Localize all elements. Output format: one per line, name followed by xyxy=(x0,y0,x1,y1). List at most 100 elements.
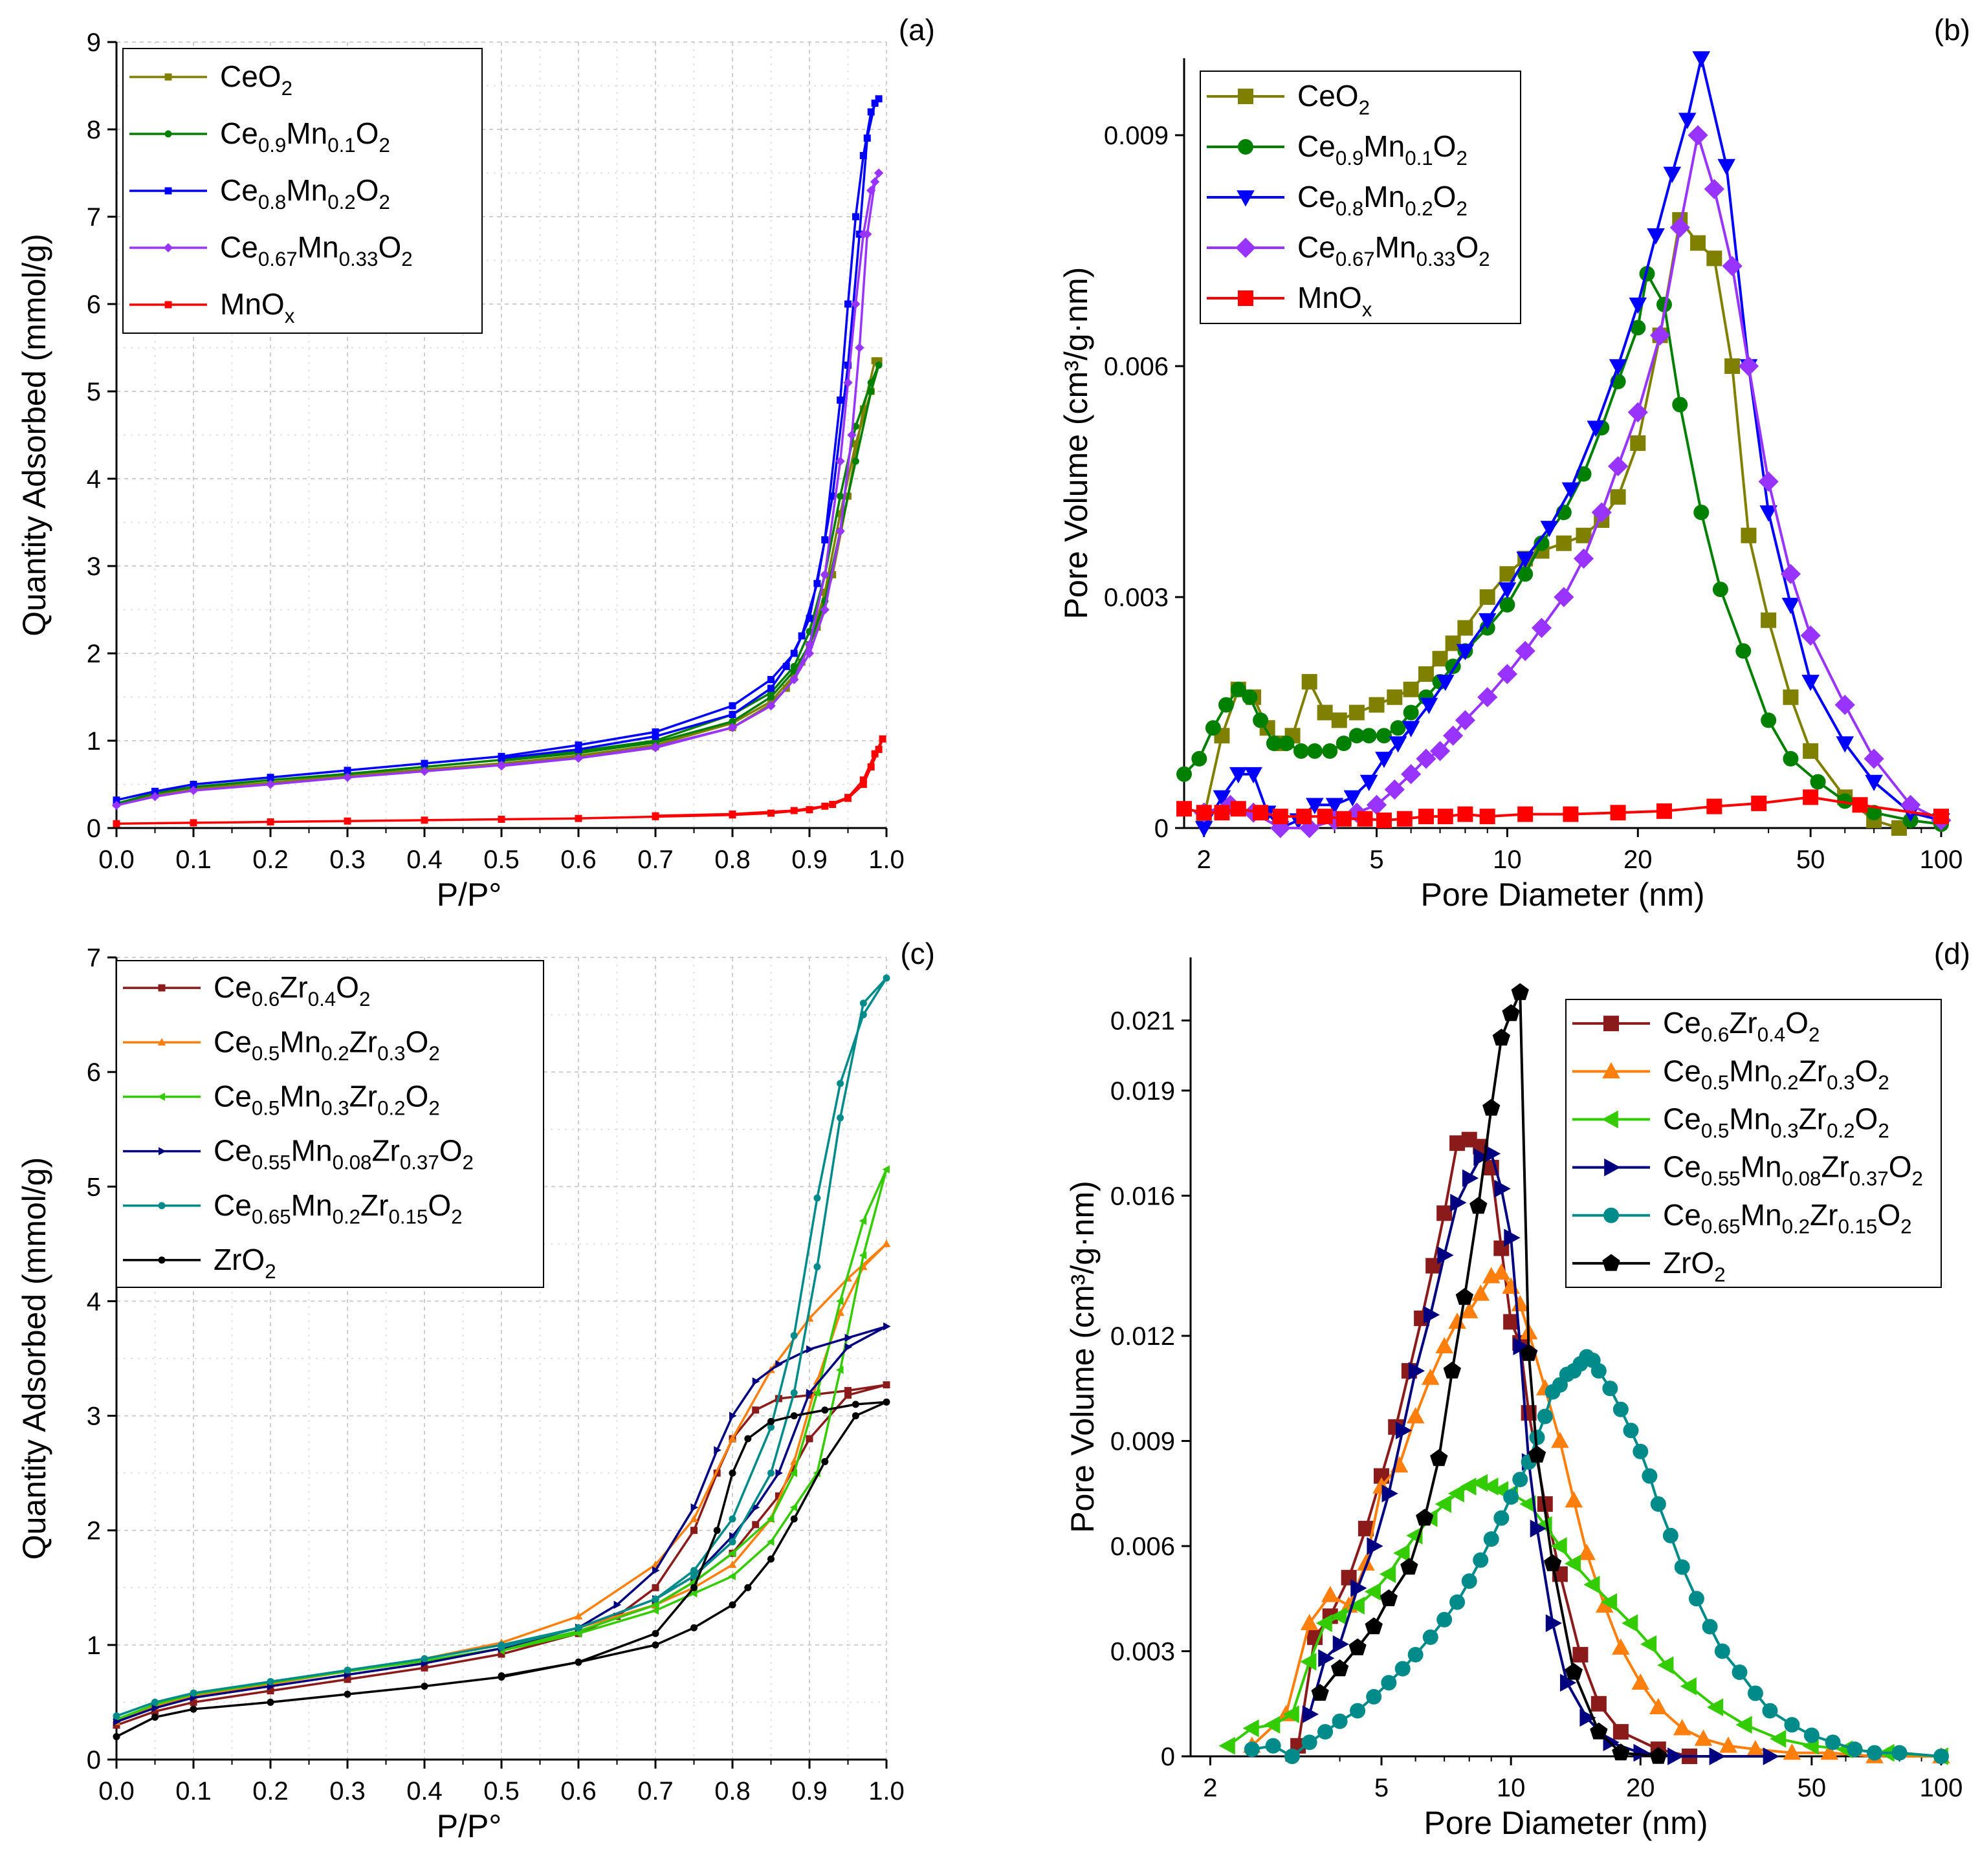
legend-subscript: 0.5 xyxy=(252,1096,280,1119)
data-point xyxy=(867,379,875,386)
legend-subscript: 2 xyxy=(1456,197,1467,220)
data-point xyxy=(1573,548,1594,569)
legend-text-part: Ce xyxy=(214,1188,252,1222)
data-point xyxy=(1694,1729,1713,1746)
legend-label: Ce0.6Zr0.4O2 xyxy=(214,970,370,1010)
panel-c: 0.0 0.1 0.2 0.3 0.4 0.5 0.6 0.7 0.8 0.9 1.0 0 1 2 3 4 5 6… xyxy=(16,937,935,1844)
data-point xyxy=(790,667,798,675)
legend-marker xyxy=(157,1038,166,1046)
data-point xyxy=(651,1600,659,1609)
data-point xyxy=(1891,820,1908,836)
data-point xyxy=(690,1527,698,1534)
data-point xyxy=(1416,748,1436,769)
legend-subscript: 2 xyxy=(265,1260,276,1283)
data-point xyxy=(1430,1449,1448,1467)
data-point xyxy=(1375,752,1393,769)
data-point xyxy=(1213,790,1231,807)
data-point xyxy=(1469,1197,1488,1214)
data-point xyxy=(1657,1656,1674,1674)
legend-text-part: O xyxy=(1855,1054,1878,1087)
legend-text-part: MnO xyxy=(220,287,285,321)
data-point xyxy=(1455,1288,1474,1305)
data-point xyxy=(1933,1749,1949,1764)
legend-marker xyxy=(158,1256,166,1264)
legend-subscript: 0.08 xyxy=(333,1151,372,1173)
data-point xyxy=(574,1611,583,1620)
legend-text-part: Mn xyxy=(286,173,327,207)
legend-text-part: Zr xyxy=(349,1079,377,1113)
data-point xyxy=(855,343,864,353)
data-point xyxy=(806,615,813,622)
data-point xyxy=(690,1567,698,1575)
data-point xyxy=(690,1584,698,1591)
data-point xyxy=(767,1417,775,1425)
legend-subscript: 2 xyxy=(281,77,292,100)
legend-text-part: Mn xyxy=(1729,1102,1770,1135)
data-point xyxy=(652,1595,659,1603)
data-point xyxy=(1561,482,1580,499)
data-point xyxy=(1393,1544,1410,1562)
data-point xyxy=(859,1251,867,1260)
data-point xyxy=(1301,673,1317,690)
data-point xyxy=(1191,750,1207,767)
data-point xyxy=(1331,712,1347,728)
data-point xyxy=(729,1538,736,1545)
data-point xyxy=(1578,1543,1596,1560)
data-point xyxy=(1656,803,1672,819)
data-point xyxy=(1479,809,1495,825)
legend-subscript: 0.08 xyxy=(1782,1167,1821,1190)
legend-marker xyxy=(1603,1016,1619,1032)
x-tick-label: 1.0 xyxy=(868,845,905,874)
legend-label: Ce0.9Mn0.1O2 xyxy=(220,116,390,157)
data-point xyxy=(575,1624,582,1631)
data-point xyxy=(1607,456,1629,477)
data-point xyxy=(1612,1638,1630,1655)
data-point xyxy=(1576,527,1592,543)
data-point xyxy=(1837,793,1853,809)
data-point xyxy=(1800,625,1821,646)
data-point xyxy=(863,229,872,239)
data-point xyxy=(859,999,867,1007)
x-tick-label: 0.0 xyxy=(98,1777,135,1805)
data-point xyxy=(650,742,661,752)
legend-text-part: Zr xyxy=(371,1134,399,1168)
data-point xyxy=(1230,801,1246,817)
legend-label: CeO2 xyxy=(220,60,292,100)
data-point xyxy=(859,776,867,784)
data-point xyxy=(113,1733,120,1741)
data-point xyxy=(1361,728,1377,744)
data-point xyxy=(744,1584,752,1591)
data-point xyxy=(1702,1619,1718,1635)
data-point xyxy=(852,1401,859,1408)
series-CeO2 xyxy=(113,357,883,807)
legend-text-part: ZrO xyxy=(1663,1246,1714,1280)
legend-text-part: Zr xyxy=(1799,1102,1827,1135)
data-point xyxy=(1436,1205,1453,1221)
data-point xyxy=(1422,1629,1438,1645)
data-point xyxy=(798,632,806,640)
data-point xyxy=(752,1521,760,1529)
series-line xyxy=(116,360,880,805)
data-point xyxy=(1265,1738,1281,1754)
data-point xyxy=(1218,1736,1235,1755)
data-point xyxy=(690,1624,698,1631)
data-point xyxy=(729,1532,737,1540)
data-point xyxy=(1389,736,1407,753)
data-point xyxy=(419,767,430,776)
data-point xyxy=(882,1239,891,1247)
legend-subscript: 0.37 xyxy=(1849,1167,1889,1190)
legend: Ce0.6Zr0.4O2Ce0.5Mn0.2Zr0.3O2Ce0.5Mn0.3Z… xyxy=(1565,999,1942,1288)
data-point xyxy=(1437,809,1453,825)
data-point xyxy=(1381,1484,1398,1503)
data-point xyxy=(1642,1468,1658,1484)
data-point xyxy=(766,701,776,711)
data-point xyxy=(867,763,875,770)
legend-text-part: O xyxy=(1433,180,1457,213)
legend-marker xyxy=(164,301,172,309)
series-line xyxy=(116,737,884,825)
data-point xyxy=(767,684,775,692)
y-tick-label: 9 xyxy=(87,28,101,57)
data-point xyxy=(1529,1430,1545,1446)
y-tick-label: 0 xyxy=(1154,814,1169,843)
legend-subscript: 2 xyxy=(1714,1263,1725,1286)
